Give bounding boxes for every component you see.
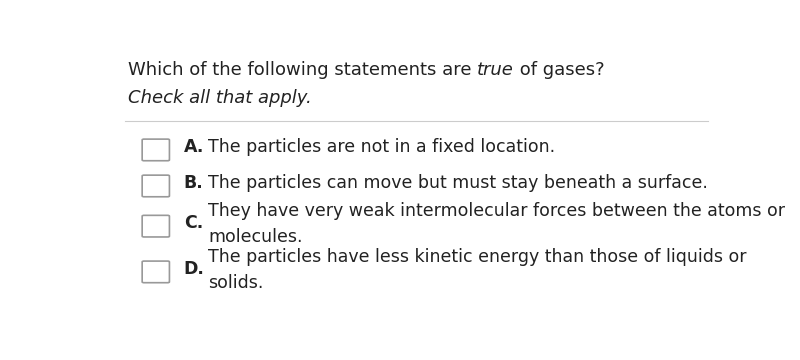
Text: B.: B. (184, 174, 203, 192)
Text: The particles have less kinetic energy than those of liquids or: The particles have less kinetic energy t… (209, 248, 747, 266)
Text: of gases?: of gases? (514, 61, 605, 79)
Text: solids.: solids. (209, 274, 264, 292)
FancyBboxPatch shape (142, 175, 170, 197)
Text: D.: D. (184, 260, 205, 278)
FancyBboxPatch shape (142, 215, 170, 237)
FancyBboxPatch shape (142, 139, 170, 161)
Text: They have very weak intermolecular forces between the atoms or: They have very weak intermolecular force… (209, 202, 786, 220)
Text: A.: A. (184, 138, 204, 156)
Text: true: true (477, 61, 514, 79)
FancyBboxPatch shape (142, 261, 170, 283)
Text: Check all that apply.: Check all that apply. (128, 89, 312, 107)
Text: Which of the following statements are: Which of the following statements are (128, 61, 477, 79)
Text: C.: C. (184, 214, 203, 233)
Text: The particles are not in a fixed location.: The particles are not in a fixed locatio… (209, 138, 556, 156)
Text: molecules.: molecules. (209, 228, 303, 246)
Text: The particles can move but must stay beneath a surface.: The particles can move but must stay ben… (209, 174, 708, 192)
